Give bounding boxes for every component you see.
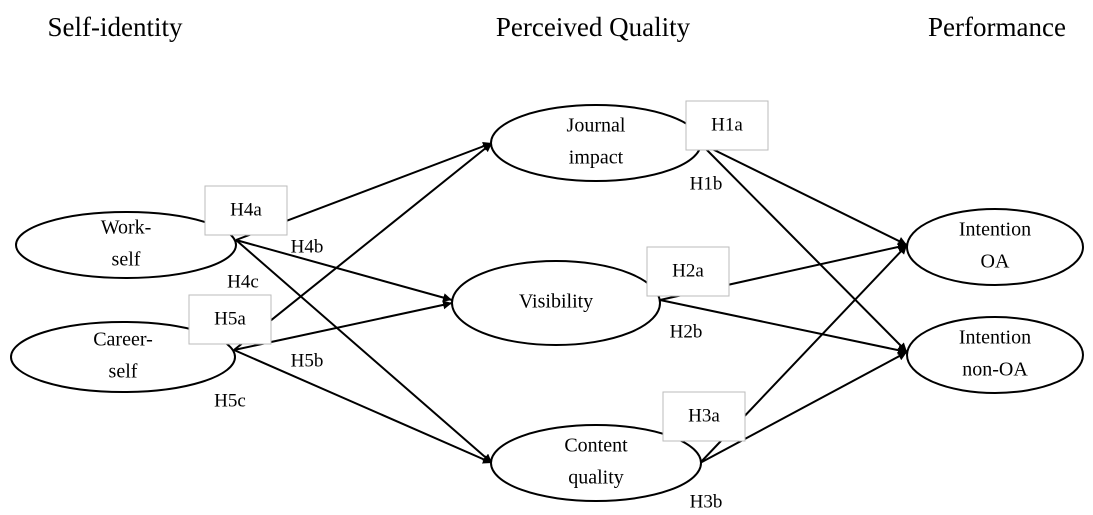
node-label: impact <box>569 147 624 169</box>
column-header: Performance <box>928 12 1066 42</box>
hypothesis-label: H2b <box>670 321 703 342</box>
node-label: OA <box>981 251 1010 273</box>
label-box <box>662 391 746 442</box>
hypothesis-label: H5c <box>214 390 246 411</box>
hypothesis-label: H4c <box>227 271 259 292</box>
arrow <box>235 239 453 302</box>
node-label: quality <box>568 467 624 489</box>
arrow <box>233 142 493 351</box>
arrow <box>699 351 908 464</box>
node-label: Intention <box>959 219 1031 241</box>
column-header: Perceived Quality <box>496 12 691 42</box>
hypothesis-label: H4b <box>291 236 324 257</box>
node-label: self <box>112 249 141 271</box>
label-box <box>204 185 288 236</box>
node-label: Intention <box>959 327 1031 349</box>
arrow <box>235 239 493 464</box>
node <box>490 424 702 502</box>
node-label: non-OA <box>962 359 1028 381</box>
node <box>451 260 661 346</box>
column-header: Self-identity <box>48 12 183 42</box>
hypothesis-label: H1b <box>690 173 723 194</box>
node <box>906 316 1084 394</box>
node-label: Content <box>564 435 628 457</box>
hypothesis-label: H3b <box>690 491 723 512</box>
foreground: Self-identity Perceived Quality Performanc… <box>10 12 1084 512</box>
hypothesis-label: H3a <box>688 405 720 426</box>
node-label: Journal <box>567 115 626 137</box>
label-box <box>188 294 272 345</box>
hypothesis-label: H1a <box>711 114 743 135</box>
hypothesis-label: H5b <box>291 350 324 371</box>
node <box>10 321 236 393</box>
hypothesis-label: H4a <box>230 199 262 220</box>
node-label: self <box>109 361 138 383</box>
arrow <box>233 349 493 464</box>
arrow <box>699 142 908 246</box>
label-box <box>685 100 769 151</box>
hypothesis-label: H2a <box>672 260 704 281</box>
node <box>15 211 237 279</box>
node-label: Visibility <box>519 291 593 313</box>
node-label: Career- <box>93 329 153 351</box>
arrow <box>659 299 908 355</box>
node-label: Work- <box>101 217 152 239</box>
node <box>906 208 1084 286</box>
hypothesis-label: H5a <box>214 308 246 329</box>
label-box <box>646 246 730 297</box>
arrow <box>699 142 908 353</box>
